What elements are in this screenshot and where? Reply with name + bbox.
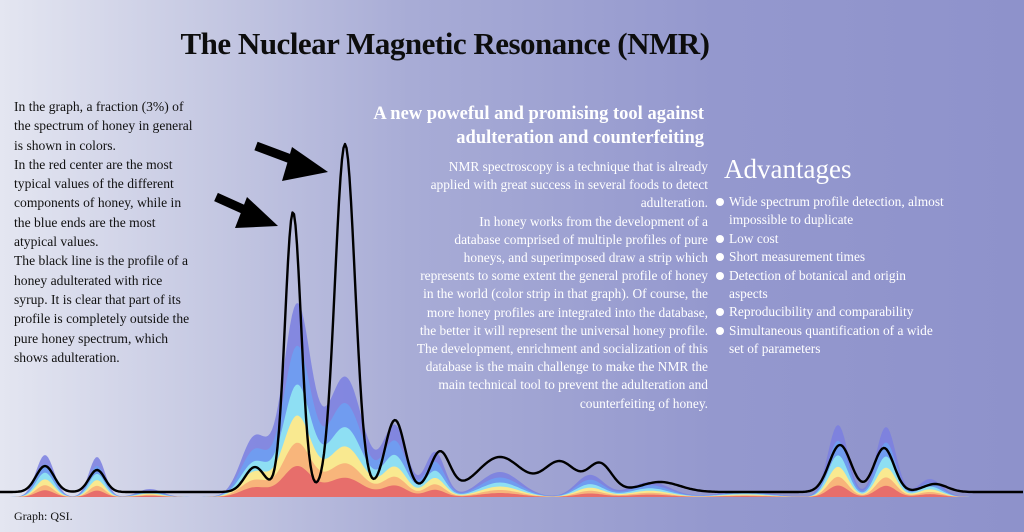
advantages-title: Advantages bbox=[724, 154, 852, 184]
graph-explanation: In the graph, a fraction (3%) of the spe… bbox=[14, 97, 196, 367]
arrow-icon bbox=[214, 192, 278, 228]
advantage-item: Reproducibility and comparability bbox=[716, 303, 946, 321]
arrow-icon bbox=[254, 141, 328, 181]
explanation-paragraph: The black line is the profile of a honey… bbox=[14, 253, 190, 365]
spectrum-band-layer bbox=[0, 384, 1024, 497]
adulterated-honey-profile-line bbox=[0, 142, 1023, 494]
subtitle: A new poweful and promising tool against… bbox=[330, 102, 704, 150]
spectrum-band-layer bbox=[0, 442, 1024, 497]
spectrum-band-layer bbox=[0, 466, 1024, 497]
explanation-paragraph: In the graph, a fraction (3%) of the spe… bbox=[14, 99, 193, 153]
bullet-icon bbox=[716, 271, 724, 280]
bullet-icon bbox=[716, 198, 724, 206]
spectrum-band-layer bbox=[0, 345, 1024, 497]
bullet-icon bbox=[716, 326, 724, 335]
bullet-icon bbox=[716, 234, 724, 243]
graph-credit: Graph: QSI. bbox=[14, 509, 73, 523]
advantages-list: Wide spectrum profile detection, almost … bbox=[716, 193, 946, 359]
advantage-item: Short measurement times bbox=[716, 248, 946, 266]
bullet-icon bbox=[716, 308, 724, 317]
nmr-description: NMR spectroscopy is a technique that is … bbox=[410, 158, 708, 413]
advantage-item: Low cost bbox=[716, 230, 946, 248]
description-paragraph: In honey works from the development of a… bbox=[416, 213, 708, 411]
explanation-paragraph: In the red center are the most typical v… bbox=[14, 156, 182, 250]
advantage-item: Wide spectrum profile detection, almost … bbox=[716, 193, 946, 230]
honey-spectrum-color-bands bbox=[0, 303, 1024, 497]
advantage-item: Detection of botanical and origin aspect… bbox=[716, 267, 946, 304]
bullet-icon bbox=[716, 253, 724, 262]
subtitle-line: adulteration and counterfeiting bbox=[456, 128, 704, 148]
subtitle-line: A new poweful and promising tool against bbox=[373, 104, 704, 124]
spectrum-band-layer bbox=[0, 415, 1024, 497]
advantage-item: Simultaneous quantification of a wide se… bbox=[716, 322, 946, 359]
description-paragraph: NMR spectroscopy is a technique that is … bbox=[430, 159, 708, 211]
page-title: The Nuclear Magnetic Resonance (NMR) bbox=[180, 26, 710, 61]
